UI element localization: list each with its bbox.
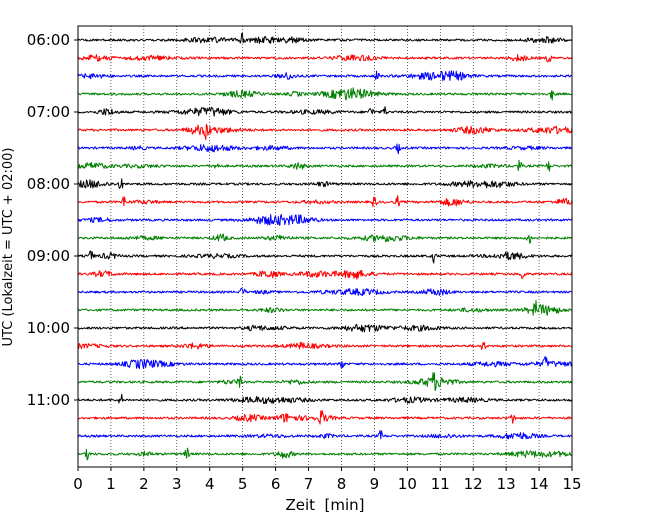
trace-line <box>77 70 573 82</box>
x-tick-label: 12 <box>464 475 483 493</box>
trace-line <box>77 123 573 141</box>
x-tick-label: 10 <box>398 475 417 493</box>
trace-line <box>77 393 573 405</box>
x-tick-label: 2 <box>139 475 149 493</box>
x-tick-label: 1 <box>106 475 116 493</box>
x-tick-label: 9 <box>370 475 380 493</box>
y-tick-label: 06:00 <box>27 31 70 49</box>
x-tick-label: 8 <box>337 475 347 493</box>
trace-line <box>77 106 573 117</box>
trace-line <box>77 287 573 297</box>
trace-line <box>77 159 573 172</box>
trace-line <box>77 213 572 226</box>
x-axis-label: Zeit [min] <box>285 496 364 514</box>
trace-line <box>77 32 573 44</box>
trace-line <box>77 87 573 101</box>
x-tick-label: 15 <box>562 475 581 493</box>
x-tick-label: 5 <box>238 475 248 493</box>
trace-line <box>77 299 573 316</box>
trace-line <box>77 250 573 264</box>
y-tick-label: 07:00 <box>27 103 70 121</box>
x-tick-label: 0 <box>73 475 83 493</box>
trace-line <box>77 269 573 280</box>
trace-line <box>77 323 573 333</box>
trace-line <box>77 341 573 350</box>
trace-line <box>77 355 573 370</box>
x-tick-label: 7 <box>304 475 314 493</box>
trace-line <box>77 143 573 155</box>
trace-line <box>77 372 573 391</box>
x-tick-label: 3 <box>172 475 182 493</box>
x-tick-label: 11 <box>431 475 450 493</box>
x-tick-label: 13 <box>497 475 516 493</box>
y-tick-label: 08:00 <box>27 175 70 193</box>
y-tick-label: 10:00 <box>27 319 70 337</box>
y-tick-label: 11:00 <box>27 391 70 409</box>
trace-lines <box>77 32 573 461</box>
trace-line <box>77 429 573 440</box>
x-tick-label: 14 <box>530 475 549 493</box>
trace-line <box>77 410 573 425</box>
y-tick-label: 09:00 <box>27 247 70 265</box>
x-tick-label: 4 <box>205 475 215 493</box>
trace-line <box>77 178 573 189</box>
plot-frame <box>77 25 573 468</box>
x-tick-label: 6 <box>271 475 281 493</box>
trace-line <box>77 195 573 208</box>
x-axis-ticks: 0 1 2 3 4 5 6 7 8 9 10 11 12 13 14 15 <box>73 467 582 493</box>
trace-line <box>77 233 573 244</box>
trace-line <box>77 53 573 63</box>
y-axis-ticks: 06:00 07:00 08:00 09:00 10:00 11:00 <box>27 31 78 409</box>
trace-line <box>77 447 573 461</box>
y-axis-label: UTC (Lokalzeit = UTC + 02:00) <box>1 148 16 347</box>
